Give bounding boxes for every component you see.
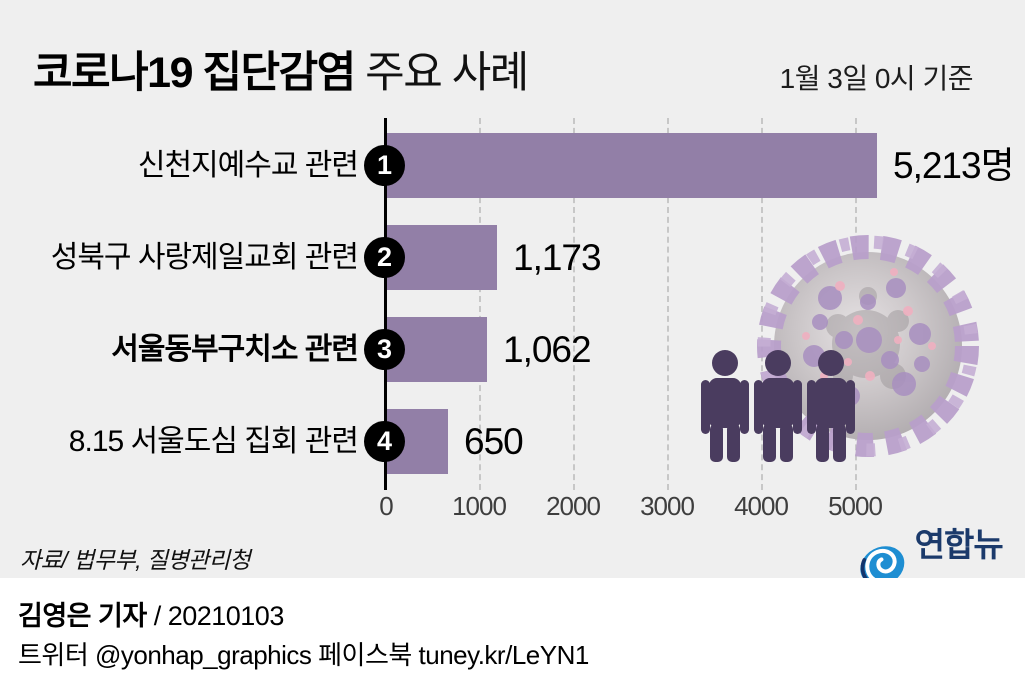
footer: 김영은 기자 / 20210103 트위터 @yonhap_graphics 페… (0, 578, 1025, 675)
x-tick-label: 3000 (640, 491, 695, 521)
chart-area: 코로나19 집단감염 주요 사례 1월 3일 0시 기준 (0, 0, 1025, 578)
gridline-1000 (479, 118, 481, 490)
chart-row: 성북구 사랑제일교회 관련 2 1,173 (0, 225, 1025, 290)
category-label: 8.15 서울도심 집회 관련 (68, 425, 359, 458)
yonhap-logo: 연합뉴스 (856, 518, 1025, 578)
category-label: 성북구 사랑제일교회 관련 (50, 241, 359, 274)
y-axis-line (384, 118, 387, 490)
gridline-2000 (573, 118, 575, 490)
page-title-bold: 코로나19 집단감염 (33, 49, 356, 97)
value-label: 1,173 (513, 237, 602, 278)
category-label: 신천지예수교 관련 (137, 149, 359, 182)
person-icon (701, 350, 749, 462)
social-handles: 트위터 @yonhap_graphics 페이스북 tuney.kr/LeYN1 (18, 640, 589, 670)
reporter-name: 김영은 기자 (18, 601, 147, 631)
value-label: 1,062 (503, 329, 592, 370)
person-icon (807, 350, 855, 462)
date-note: 1월 3일 0시 기준 (779, 63, 974, 94)
person-icon (754, 350, 802, 462)
x-tick-label: 5000 (828, 491, 883, 521)
logo-globe-icon (860, 546, 905, 578)
value-label: 5,213명 (893, 145, 1015, 186)
x-tick-label: 1000 (452, 491, 507, 521)
x-tick-label: 4000 (734, 491, 789, 521)
source-note: 자료/ 법무부, 질병관리청 (20, 547, 251, 573)
rank-badge: 1 (364, 145, 405, 186)
logo-text: 연합뉴스 (914, 526, 1004, 578)
rank-badge: 2 (364, 237, 405, 278)
bar (387, 133, 877, 198)
page-title: 코로나19 집단감염 주요 사례 (33, 38, 529, 100)
category-label: 서울동부구치소 관련 (111, 333, 359, 366)
x-tick-label: 0 (379, 491, 393, 521)
page-title-regular: 주요 사례 (354, 49, 529, 97)
value-label: 650 (464, 421, 524, 462)
gridline-3000 (667, 118, 669, 490)
chart-row: 서울동부구치소 관련 3 1,062 (0, 317, 1025, 382)
rank-badge: 3 (364, 329, 405, 370)
x-tick-label: 2000 (546, 491, 601, 521)
chart-row: 8.15 서울도심 집회 관련 4 650 (0, 409, 1025, 474)
bar (387, 225, 497, 290)
gridline-4000 (761, 118, 763, 490)
byline-date: / 20210103 (146, 601, 285, 631)
chart-row: 신천지예수교 관련 1 5,213명 (0, 133, 1025, 198)
byline: 김영은 기자 / 20210103 (18, 594, 284, 633)
rank-badge: 4 (364, 421, 405, 462)
